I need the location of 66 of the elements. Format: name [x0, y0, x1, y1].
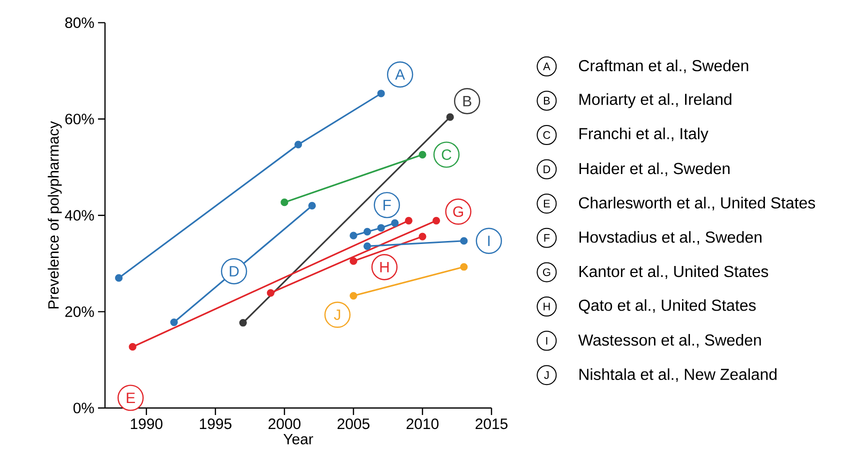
point — [418, 150, 426, 158]
y-axis-title: Prevelence of polypharmacy — [48, 121, 62, 308]
legend-label: I — [488, 236, 490, 246]
point — [391, 219, 399, 227]
text: G — [542, 268, 550, 276]
text: Craftman et al., Sweden — [579, 60, 748, 74]
legend-label: C — [442, 149, 452, 160]
point — [280, 198, 288, 206]
text: E — [544, 200, 550, 208]
text: Charlesworth et al., United States — [579, 196, 816, 210]
x-tick-label: 2010 — [406, 418, 439, 430]
point — [460, 263, 468, 271]
text: A — [543, 62, 550, 70]
y-tick-label: 80% — [65, 17, 94, 28]
legend-label: H — [380, 262, 389, 272]
x-tick-label: 2015 — [476, 418, 508, 430]
text: Hovstadius et al., Sweden — [580, 231, 762, 245]
text: D — [544, 166, 550, 174]
point — [350, 292, 358, 300]
point — [170, 318, 178, 326]
text: B — [544, 96, 550, 104]
x-tick-label: 2000 — [268, 418, 300, 430]
point — [128, 343, 136, 351]
text: Franchi et al., Italy — [580, 128, 708, 142]
legend-label: B — [463, 96, 472, 106]
text: J — [544, 371, 549, 379]
text: H — [544, 302, 550, 310]
x-axis-title: Year — [283, 434, 314, 444]
text: Haider et al., Sweden — [580, 162, 730, 176]
point — [377, 90, 385, 98]
point — [432, 216, 440, 224]
point — [418, 232, 426, 240]
point — [363, 242, 372, 250]
text: F — [544, 234, 550, 242]
point — [350, 232, 358, 240]
point — [446, 113, 454, 121]
point — [363, 228, 372, 236]
text: Kantor et al., United States — [580, 265, 768, 279]
legend-label: J — [334, 310, 340, 320]
text: Nishtala et al., New Zealand — [580, 368, 776, 382]
legend-label: E — [126, 392, 135, 403]
point — [350, 257, 358, 265]
text: Qato et al., United States — [578, 299, 756, 314]
point — [266, 289, 274, 297]
point — [239, 318, 247, 327]
point — [377, 224, 385, 232]
x-tick-label: 2005 — [338, 418, 370, 430]
legend-label: F — [384, 200, 391, 210]
point — [460, 237, 468, 245]
legend-label: A — [395, 69, 406, 80]
point — [308, 202, 316, 210]
text: C — [543, 131, 550, 139]
y-tick-label: 60% — [65, 114, 94, 124]
y-tick-label: 0% — [73, 402, 94, 414]
text: Wastesson et al., Sweden — [578, 334, 761, 348]
y-tick-label: 20% — [65, 306, 94, 317]
legend-label: D — [230, 266, 239, 276]
point — [404, 216, 412, 224]
text: Moriarty et al., Ireland — [580, 93, 732, 108]
point — [115, 274, 123, 282]
text: I — [546, 337, 548, 345]
x-tick-label: 1995 — [200, 418, 232, 430]
point — [294, 140, 302, 148]
y-tick-label: 40% — [64, 210, 94, 221]
legend-label: G — [453, 206, 463, 217]
x-tick-label: 1990 — [130, 418, 162, 430]
